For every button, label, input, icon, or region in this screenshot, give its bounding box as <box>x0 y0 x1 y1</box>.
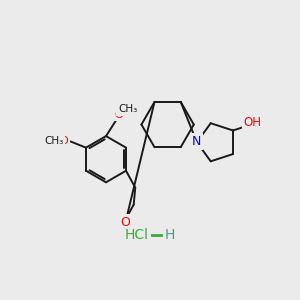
Text: H: H <box>165 228 175 242</box>
Text: CH₃: CH₃ <box>44 136 63 146</box>
Text: OH: OH <box>243 116 261 129</box>
Text: O: O <box>115 110 124 119</box>
Text: O: O <box>120 216 130 229</box>
Text: O: O <box>59 136 68 146</box>
Text: CH₃: CH₃ <box>118 104 137 114</box>
Text: HCl: HCl <box>125 228 149 242</box>
Text: N: N <box>191 135 201 148</box>
